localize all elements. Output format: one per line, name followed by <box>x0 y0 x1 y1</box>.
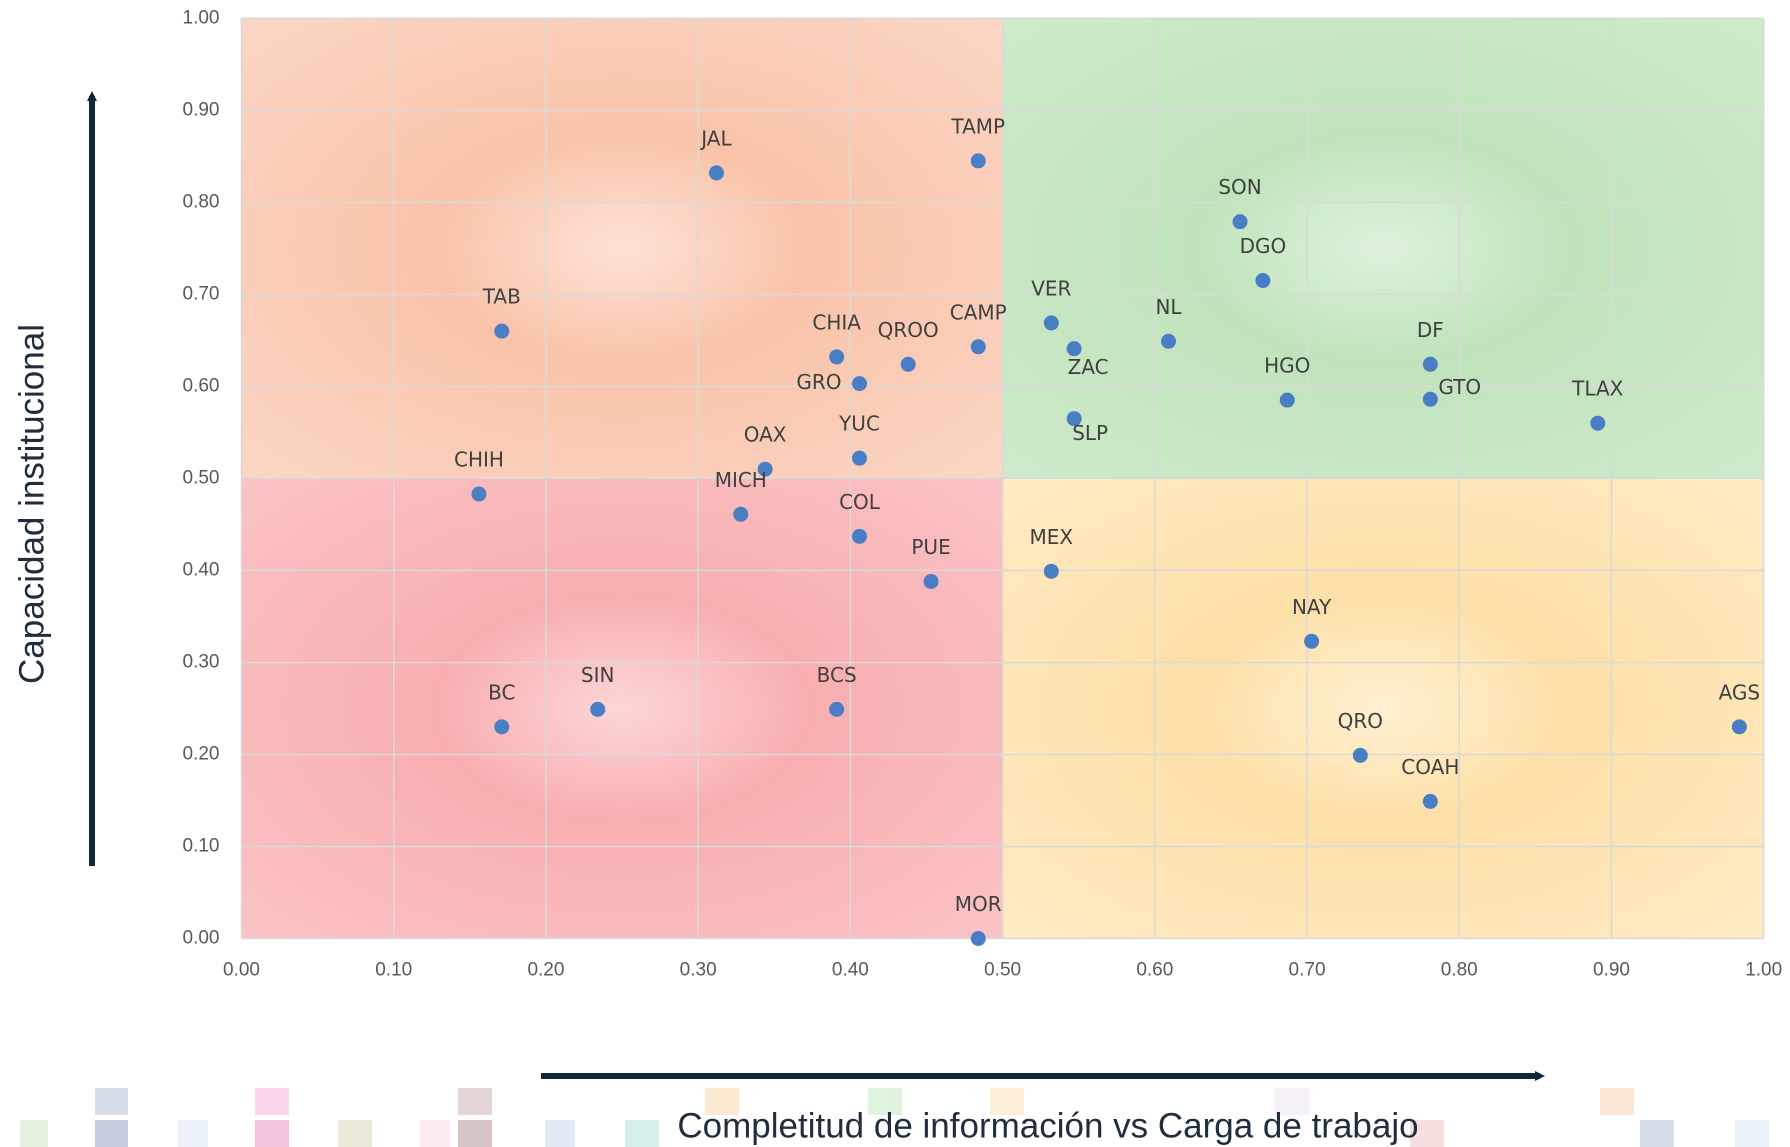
x-tick-label: 0.70 <box>1289 960 1326 981</box>
point-label: DF <box>1417 318 1444 342</box>
point <box>900 356 916 372</box>
footer-decoration <box>20 1088 1769 1147</box>
point <box>1043 563 1059 579</box>
point-label: BCS <box>817 663 857 687</box>
point <box>1422 793 1438 809</box>
point <box>494 719 510 735</box>
y-tick-label: 0.80 <box>183 191 220 212</box>
point-label: CHIA <box>812 310 861 334</box>
quadrants <box>241 18 1764 939</box>
point-label: YUC <box>838 412 880 436</box>
point-label: SON <box>1218 175 1261 199</box>
point <box>923 573 939 589</box>
x-tick-label: 0.80 <box>1441 960 1478 981</box>
point-label: GRO <box>796 370 841 394</box>
y-tick-label: 0.00 <box>183 928 220 949</box>
point <box>1422 391 1438 407</box>
y-tick-label: 0.20 <box>183 743 220 764</box>
point <box>1352 747 1368 763</box>
point <box>1279 392 1295 408</box>
point <box>1590 415 1606 431</box>
x-tick-label: 0.90 <box>1593 960 1630 981</box>
point-label: CHIH <box>454 448 504 472</box>
point <box>733 506 749 522</box>
x-tick-label: 0.20 <box>527 960 564 981</box>
point-label: NAY <box>1292 595 1332 619</box>
point-label: SIN <box>581 663 615 687</box>
point <box>852 450 868 466</box>
point-label: PUE <box>911 535 950 559</box>
point <box>1161 333 1177 349</box>
x-tick-label: 0.60 <box>1136 960 1173 981</box>
point <box>1731 719 1747 735</box>
point-label: TAB <box>482 285 521 309</box>
point <box>829 349 845 365</box>
quadrant <box>241 18 1003 479</box>
point <box>1066 411 1082 427</box>
point-label: QROO <box>878 318 939 342</box>
point-label: NL <box>1155 295 1182 319</box>
y-tick-label: 0.10 <box>183 835 220 856</box>
point-label: COL <box>839 490 881 514</box>
point-label: DGO <box>1240 234 1287 258</box>
x-axis-title: Completitud de información vs Carga de t… <box>677 1106 1418 1145</box>
point <box>708 165 724 181</box>
point-label: JAL <box>699 126 732 150</box>
point-label: OAX <box>744 423 787 447</box>
point-label: QRO <box>1338 709 1383 733</box>
x-tick-label: 0.00 <box>223 960 260 981</box>
point-label: MICH <box>715 468 767 492</box>
point <box>970 931 986 946</box>
y-tick-label: 0.50 <box>183 467 220 488</box>
point-label: COAH <box>1401 755 1459 779</box>
point <box>1422 356 1438 372</box>
point <box>1066 341 1082 357</box>
point <box>1232 214 1248 230</box>
point-label: HGO <box>1264 354 1310 378</box>
point <box>1043 315 1059 331</box>
quadrant <box>1002 18 1764 479</box>
x-tick-label: 0.40 <box>832 960 869 981</box>
x-tick-label: 0.50 <box>984 960 1021 981</box>
point-label: MOR <box>955 892 1002 916</box>
y-tick-label: 0.70 <box>183 283 220 304</box>
y-tick-label: 0.30 <box>183 651 220 672</box>
point-label: BC <box>488 680 515 704</box>
point <box>1255 273 1271 289</box>
point-label: GTO <box>1438 375 1481 399</box>
point-label: CAMP <box>950 300 1007 324</box>
point <box>829 701 845 717</box>
point-label: AGS <box>1719 680 1761 704</box>
point <box>852 528 868 544</box>
point-label: ZAC <box>1068 355 1109 379</box>
point <box>970 339 986 355</box>
point-label: SLP <box>1072 421 1108 445</box>
y-tick-label: 1.00 <box>183 7 220 28</box>
point-label: VER <box>1031 276 1071 300</box>
point <box>1304 633 1320 649</box>
x-tick-label: 0.30 <box>680 960 717 981</box>
point <box>970 153 986 169</box>
point-label: TAMP <box>950 114 1005 138</box>
y-tick-label: 0.90 <box>183 99 220 120</box>
point-label: MEX <box>1030 525 1074 549</box>
point-label: TLAX <box>1571 377 1624 401</box>
point <box>471 486 487 502</box>
quadrant <box>1002 478 1764 939</box>
y-tick-label: 0.60 <box>183 375 220 396</box>
x-tick-label: 1.00 <box>1745 960 1782 981</box>
point <box>590 701 606 717</box>
y-tick-label: 0.40 <box>183 559 220 580</box>
quadrant <box>241 478 1003 939</box>
x-tick-label: 0.10 <box>375 960 412 981</box>
point <box>494 323 510 339</box>
y-axis-title: Capacidad institucional <box>12 324 51 684</box>
point <box>757 461 773 477</box>
point <box>852 376 868 392</box>
